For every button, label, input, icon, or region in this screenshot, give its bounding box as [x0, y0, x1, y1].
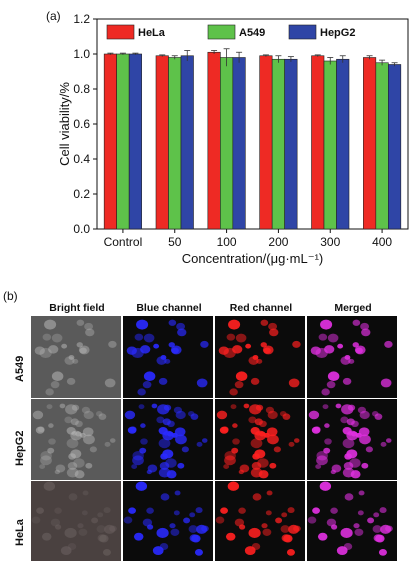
- column-header-bright-field: Bright field: [49, 302, 105, 314]
- row-label-hela: HeLa: [14, 519, 26, 546]
- bar-a549-100: [220, 57, 234, 230]
- legend-swatch-a549: [207, 24, 236, 40]
- bar-hepg2-50: [180, 55, 194, 230]
- x-tick-label: Control: [104, 235, 143, 249]
- micrograph-a549-bright-field: [31, 316, 121, 398]
- micrograph-hela-merged: [307, 481, 397, 561]
- micrograph-hepg2-blue-channel: [123, 399, 213, 480]
- bar-hela-50: [155, 55, 169, 230]
- legend-swatch-hepg2: [288, 24, 317, 40]
- panel-a-label: (a): [46, 9, 61, 23]
- x-tick-label: 300: [320, 235, 340, 249]
- y-axis-label: Cell viability/%: [57, 82, 72, 166]
- micrograph-hepg2-bright-field: [31, 399, 121, 480]
- micrograph-hela-bright-field: [31, 481, 121, 561]
- bar-hepg2-control: [128, 53, 142, 230]
- y-tick-label: 0.0: [73, 222, 90, 236]
- micrograph-hepg2-merged: [307, 399, 397, 480]
- bar-a549-control: [116, 53, 130, 230]
- legend-label-hepg2: HepG2: [320, 27, 355, 39]
- bar-hepg2-300: [336, 58, 350, 230]
- x-tick-label: 400: [372, 235, 392, 249]
- column-header-red-channel: Red channel: [229, 302, 293, 314]
- plot-frame: [96, 18, 409, 230]
- y-tick-label: 0.8: [73, 82, 90, 96]
- x-tick-label: 100: [217, 235, 237, 249]
- x-axis-label: Concentration/(μg·mL⁻¹): [182, 251, 324, 266]
- row-label-a549: A549: [14, 355, 26, 382]
- micrograph-hela-red-channel: [215, 481, 305, 561]
- micrograph-a549-blue-channel: [123, 316, 213, 398]
- y-tick-label: 0.2: [73, 187, 90, 201]
- y-tick-label: 0.6: [73, 117, 90, 131]
- x-tick-label: 50: [168, 235, 182, 249]
- micrograph-a549-red-channel: [215, 316, 305, 398]
- bar-hela-200: [259, 55, 273, 230]
- row-label-hepg2: HepG2: [14, 430, 26, 466]
- bar-hepg2-400: [388, 64, 402, 230]
- column-header-blue-channel: Blue channel: [136, 302, 202, 314]
- bar-chart: 0.0 0.2 0.4 0.6 0.8 1.0 1.2 Control 50 100 200 300 4…: [57, 12, 409, 266]
- bar-hela-400: [363, 57, 377, 230]
- micrograph-a549-merged: [307, 316, 397, 398]
- micrograph-hela-blue-channel: [123, 481, 213, 561]
- y-tick-label: 1.0: [73, 47, 90, 61]
- micrograph-hepg2-red-channel: [215, 399, 305, 480]
- legend-label-a549: A549: [239, 27, 265, 39]
- bar-hepg2-100: [232, 57, 246, 230]
- bar-hela-100: [207, 51, 221, 230]
- bar-hela-control: [103, 53, 117, 230]
- bar-a549-50: [168, 57, 182, 230]
- bar-a549-300: [323, 60, 337, 230]
- legend-swatch-hela: [106, 24, 135, 40]
- legend-label-hela: HeLa: [138, 27, 166, 39]
- bar-a549-200: [271, 58, 285, 230]
- column-header-merged: Merged: [334, 302, 372, 314]
- bar-hela-300: [311, 55, 325, 230]
- y-tick-label: 0.4: [73, 152, 90, 166]
- y-tick-label: 1.2: [73, 12, 90, 26]
- bar-hepg2-200: [284, 58, 298, 230]
- panel-b-label: (b): [3, 289, 18, 303]
- x-tick-label: 200: [268, 235, 288, 249]
- bar-a549-400: [375, 62, 389, 230]
